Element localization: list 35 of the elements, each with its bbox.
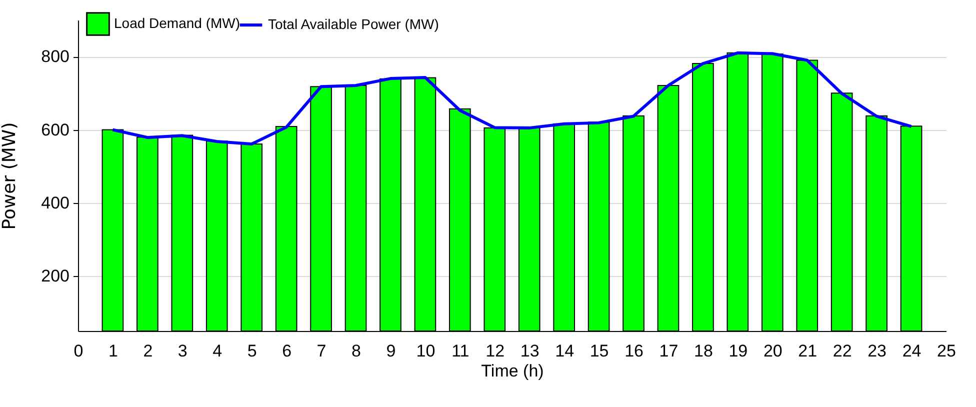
x-tick-label: 9	[386, 342, 396, 360]
x-tick-label: 6	[282, 342, 292, 360]
x-tick-label: 11	[452, 342, 470, 360]
x-tick-label: 24	[902, 342, 922, 360]
y-tick-label: 600	[41, 120, 70, 140]
x-tick-label: 12	[486, 342, 505, 360]
y-axis-title: Power (MW)	[0, 122, 20, 230]
x-tick-label: 2	[143, 342, 153, 360]
y-tick-label: 400	[41, 193, 70, 212]
x-tick-label: 4	[212, 342, 222, 360]
line-series	[111, 51, 913, 146]
legend-label: Total Available Power (MW)	[268, 16, 439, 32]
x-tick-label: 25	[937, 342, 956, 360]
y-tick-label: 200	[41, 266, 70, 286]
x-tick-label: 1	[108, 342, 118, 360]
legend-label: Load Demand (MW)	[114, 15, 240, 31]
x-tick-label: 5	[247, 342, 257, 360]
x-tick-label: 0	[74, 342, 84, 360]
x-tick-label: 8	[352, 342, 361, 360]
x-tick-label: 3	[178, 342, 188, 360]
x-tick-label: 18	[694, 342, 713, 360]
x-tick-label: 14	[555, 342, 574, 360]
x-tick-label: 16	[624, 342, 644, 360]
x-tick-label: 15	[590, 342, 609, 360]
x-tick-label: 10	[416, 342, 436, 360]
x-tick-label: 19	[728, 342, 748, 360]
x-axis-title: Time (h)	[481, 362, 544, 380]
y-tick-label: 800	[41, 47, 70, 66]
x-tick-label: 21	[798, 342, 818, 360]
x-tick-label: 23	[868, 342, 887, 360]
x-tick-label: 13	[520, 342, 540, 360]
x-tick-label: 22	[832, 342, 852, 360]
x-tick-label: 7	[316, 342, 326, 360]
x-tick-label: 20	[763, 342, 782, 360]
x-tick-label: 17	[659, 342, 678, 360]
